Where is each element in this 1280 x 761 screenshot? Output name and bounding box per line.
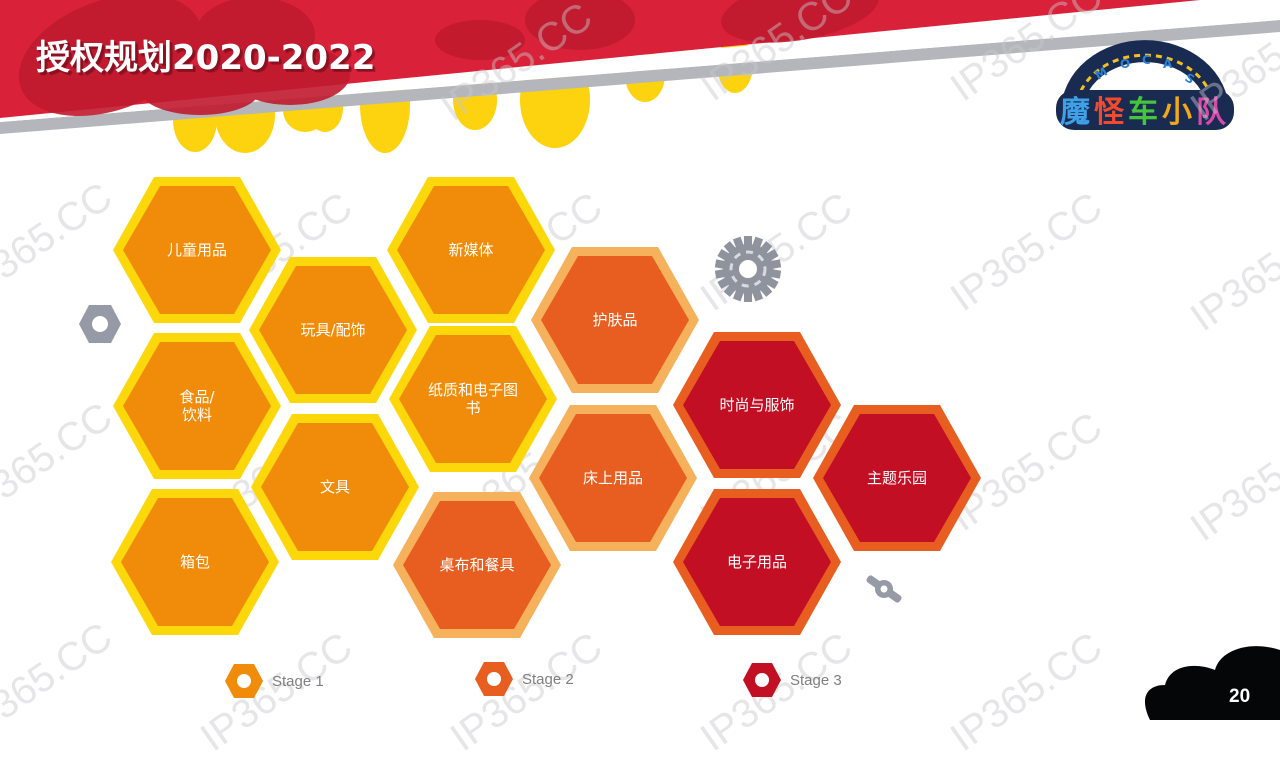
hex-label: 食品/ 饮料 (179, 388, 215, 424)
legend-label: Stage 1 (272, 672, 324, 690)
hex-label: 箱包 (179, 553, 210, 571)
hex-label: 主题乐园 (866, 469, 927, 487)
hex-category-new-media: 新媒体 (386, 176, 556, 324)
hex-category-children-products: 儿童用品 (112, 176, 282, 324)
hex-category-food-beverage: 食品/ 饮料 (112, 332, 282, 480)
hex-label: 时尚与服饰 (719, 396, 795, 414)
hex-nut-stage2-icon (475, 662, 513, 696)
svg-text:O: O (1120, 57, 1130, 71)
hex-category-bags: 箱包 (110, 488, 280, 636)
hex-label: 文具 (319, 478, 350, 496)
gear-icon (714, 236, 782, 302)
svg-text:小: 小 (1162, 95, 1192, 130)
hex-category-toys-accessories: 玩具/配饰 (248, 256, 418, 404)
svg-text:车: 车 (1128, 95, 1158, 130)
header-banner (0, 0, 1280, 153)
hex-label: 纸质和电子图 书 (427, 381, 518, 417)
hex-category-tablecloth-tableware: 桌布和餐具 (392, 491, 562, 639)
hex-category-electronics: 电子用品 (672, 488, 842, 636)
hex-nut-stage1-icon (225, 664, 263, 698)
legend-item-stage-3: Stage 3 (742, 662, 842, 698)
hex-nut-icon (79, 305, 121, 343)
hex-nut-stage3-icon (743, 663, 781, 697)
svg-text:队: 队 (1196, 95, 1227, 130)
hex-category-print-ebooks: 纸质和电子图 书 (388, 325, 558, 473)
hex-label: 电子用品 (726, 553, 787, 571)
svg-text:A: A (1163, 57, 1173, 71)
legend-item-stage-2: Stage 2 (474, 661, 574, 697)
slide-title: 授权规划2020-2022 (36, 38, 376, 78)
legend-item-stage-1: Stage 1 (224, 663, 324, 699)
hex-label: 床上用品 (582, 469, 643, 487)
hex-category-theme-park: 主题乐园 (812, 404, 982, 552)
legend-label: Stage 3 (790, 671, 842, 689)
hex-category-fashion-apparel: 时尚与服饰 (672, 331, 842, 479)
svg-text:C: C (1142, 53, 1151, 67)
hex-label: 桌布和餐具 (439, 556, 515, 574)
hex-label: 新媒体 (448, 241, 494, 259)
hex-label: 玩具/配饰 (300, 321, 366, 339)
svg-text:怪: 怪 (1094, 95, 1125, 130)
hex-category-bedding: 床上用品 (528, 404, 698, 552)
hex-category-stationery: 文具 (250, 413, 420, 561)
page-number: 20 (1229, 686, 1251, 707)
svg-text:魔: 魔 (1060, 95, 1090, 130)
mocas-logo: M O C A S 魔 怪 车 小 队 (1050, 40, 1240, 135)
hex-label: 护肤品 (592, 311, 638, 329)
wing-nut-icon (866, 575, 902, 603)
page-number-blob (1145, 646, 1280, 720)
hex-category-skincare: 护肤品 (530, 246, 700, 394)
hex-label: 儿童用品 (166, 241, 227, 259)
legend-label: Stage 2 (522, 670, 574, 688)
